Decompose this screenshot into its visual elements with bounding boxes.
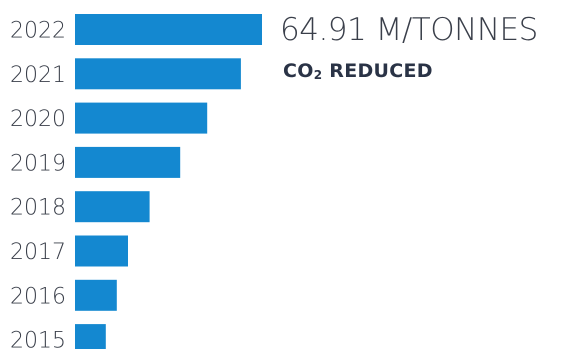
caption-suffix: REDUCED xyxy=(322,60,433,82)
tick-label-2017: 2017 xyxy=(10,240,66,265)
tick-label-2018: 2018 xyxy=(10,196,66,221)
bar-2017 xyxy=(75,235,128,267)
headline-value: 64.91 M/TONNES xyxy=(280,12,538,48)
bar-2022 xyxy=(75,14,262,45)
tick-label-2021: 2021 xyxy=(10,63,66,88)
bar-2020 xyxy=(75,102,208,134)
tick-label-2015: 2015 xyxy=(10,329,66,349)
bar-2021 xyxy=(75,58,241,90)
headline-caption: CO2 REDUCED xyxy=(283,60,433,82)
tick-label-2020: 2020 xyxy=(10,107,66,132)
tick-label-2022: 2022 xyxy=(10,19,66,44)
tick-label-2016: 2016 xyxy=(10,284,66,309)
bar-2015 xyxy=(75,324,106,349)
tick-label-2019: 2019 xyxy=(10,151,66,176)
caption-prefix: CO xyxy=(283,60,314,82)
caption-subscript: 2 xyxy=(313,68,323,82)
bar-2018 xyxy=(75,191,150,223)
bar-2019 xyxy=(75,146,181,178)
bar-2016 xyxy=(75,279,117,311)
